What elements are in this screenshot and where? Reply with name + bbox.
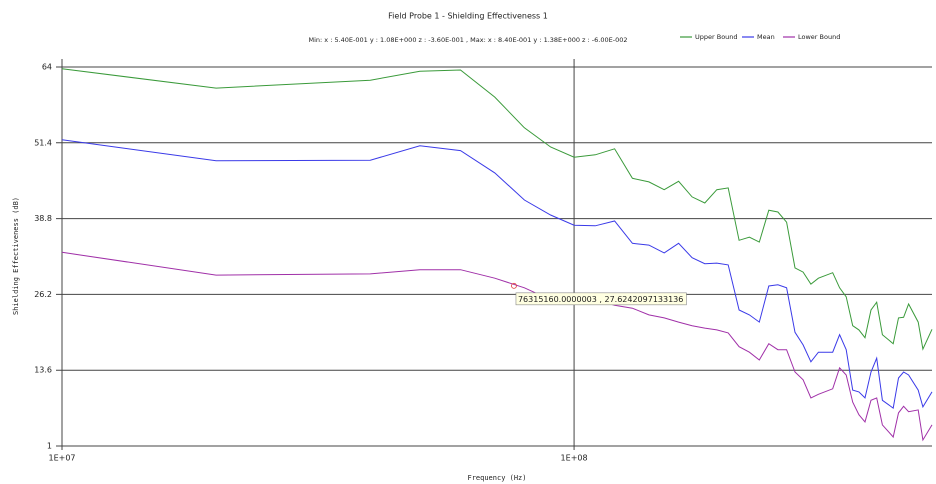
y-tick-label: 38.8 — [34, 214, 52, 223]
legend-label: Mean — [757, 33, 775, 41]
y-tick-label: 13.6 — [34, 366, 52, 375]
x-tick-label: 1E+07 — [48, 454, 75, 463]
y-tick-label: 26.2 — [34, 290, 52, 299]
legend-label: Lower Bound — [798, 33, 840, 41]
tooltip-marker — [511, 282, 517, 289]
chart-subtitle: Min: x : 5.40E-001 y : 1.08E+000 z : -3.… — [309, 36, 628, 44]
tooltip-text: 76315160.0000003 , 27.6242097133136 — [518, 295, 683, 304]
series-line — [61, 139, 933, 409]
tooltip-box — [515, 292, 687, 306]
y-tick-label: 64 — [42, 63, 52, 72]
legend-label: Upper Bound — [695, 33, 738, 41]
series-line — [61, 68, 933, 351]
series-line — [61, 251, 933, 442]
x-tick-label: 1E+08 — [561, 454, 588, 463]
chart-title: Field Probe 1 - Shielding Effectiveness … — [388, 12, 548, 21]
x-axis-title: Frequency (Hz) — [467, 474, 526, 482]
y-axis-title: Shielding Effectiveness (dB) — [12, 197, 20, 315]
y-tick-label: 1 — [47, 442, 52, 451]
y-tick-label: 51.4 — [34, 138, 52, 147]
